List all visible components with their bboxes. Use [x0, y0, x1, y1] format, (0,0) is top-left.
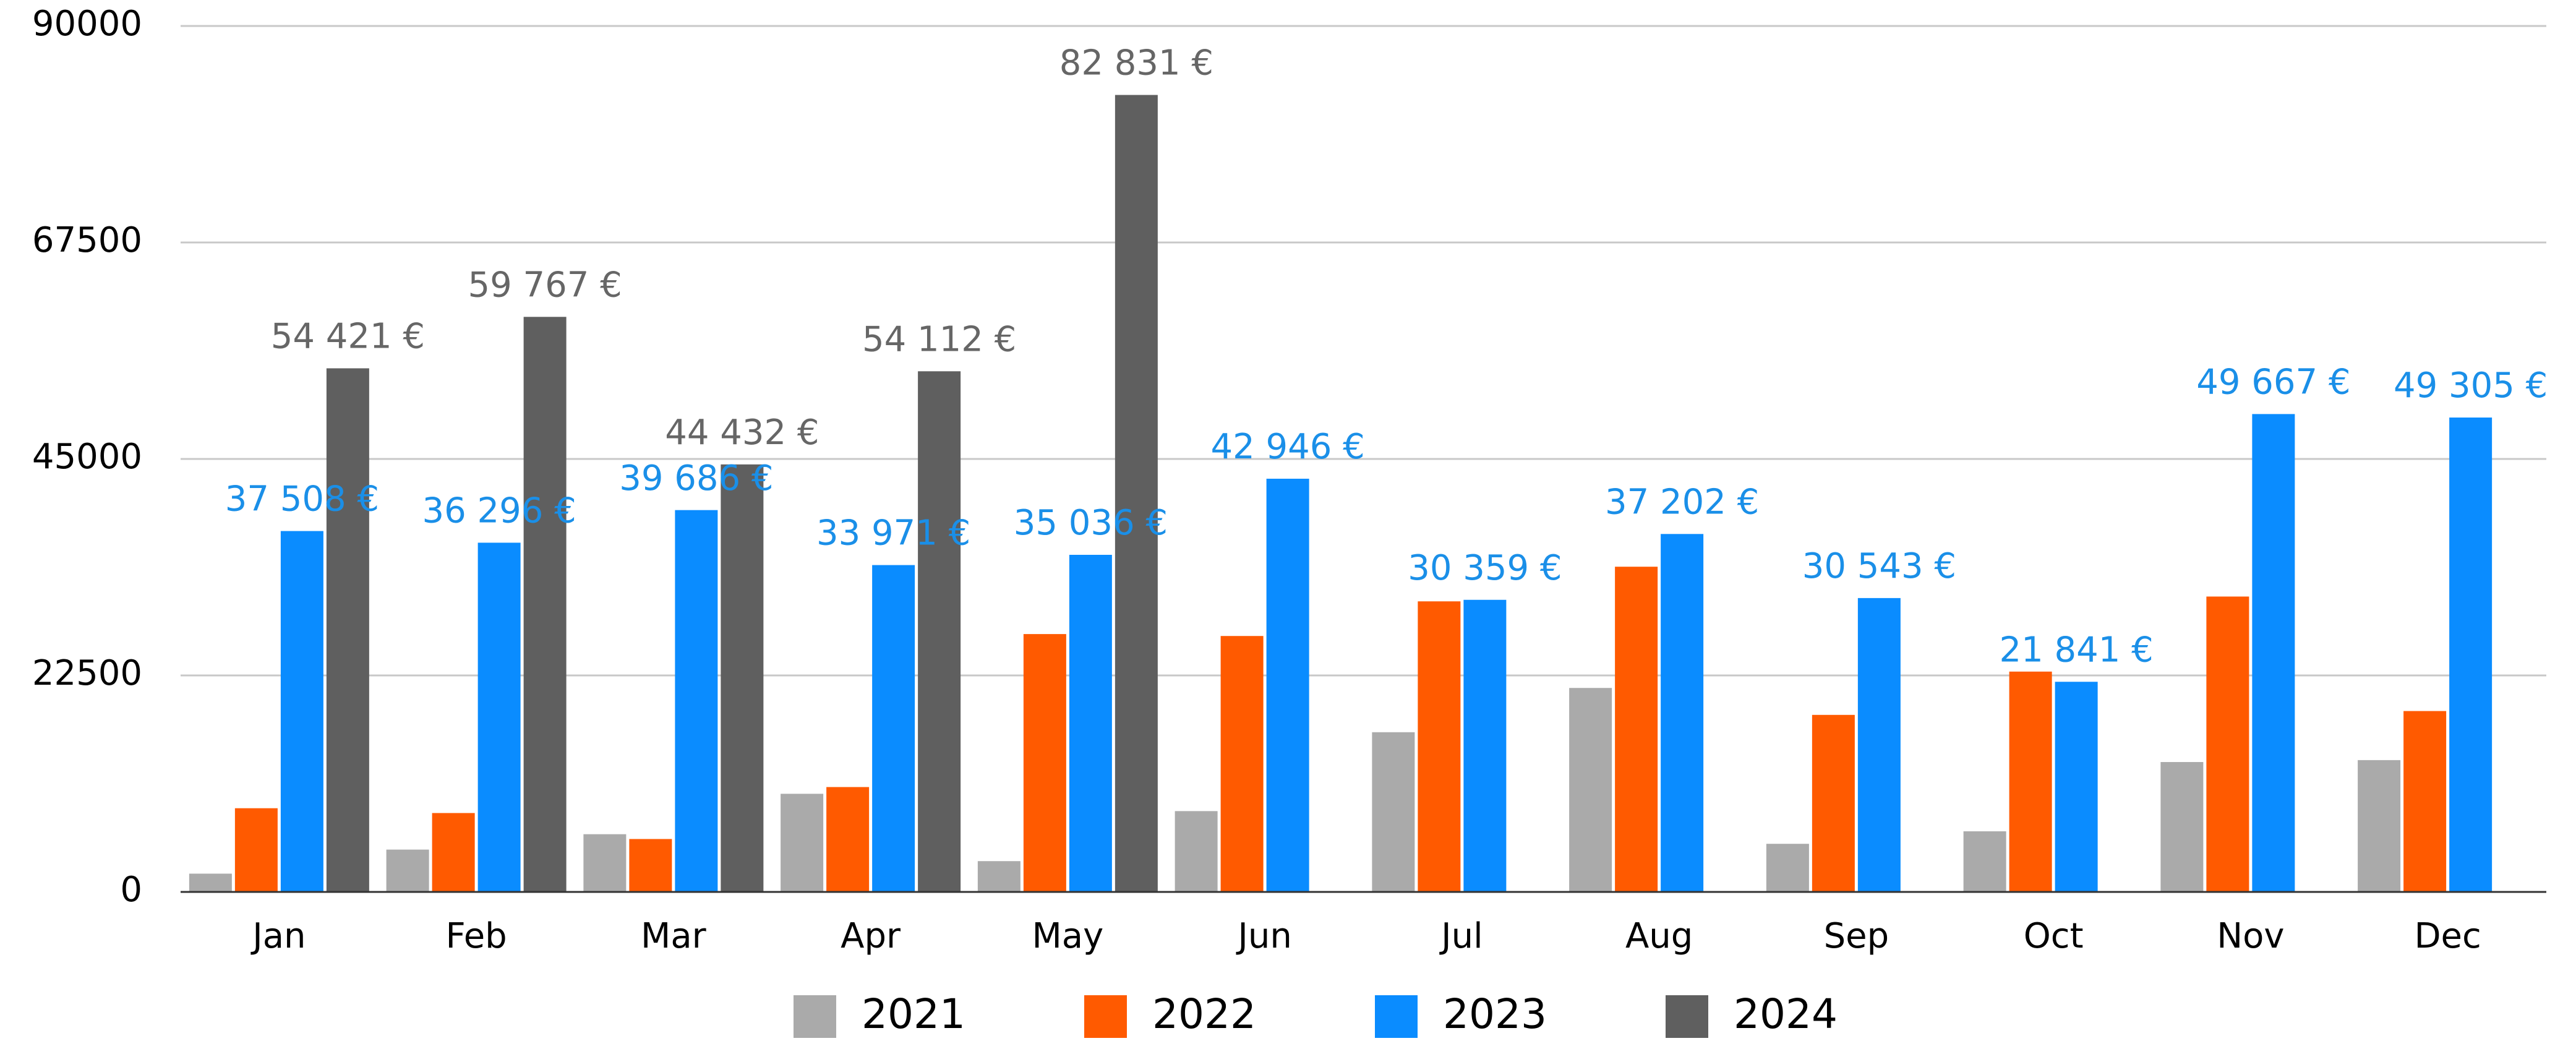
bar	[2449, 418, 2493, 892]
value-label: 37 508 €	[225, 479, 379, 520]
bar	[1463, 599, 1507, 892]
value-label: 54 421 €	[271, 317, 425, 357]
x-tick-label: Apr	[841, 916, 901, 956]
bar	[234, 808, 278, 892]
bar	[523, 317, 567, 892]
bar	[189, 873, 232, 892]
value-label: 37 202 €	[1605, 482, 1759, 522]
value-label: 39 686 €	[619, 458, 773, 499]
bar	[2358, 760, 2401, 892]
x-tick-label: Sep	[1824, 916, 1889, 956]
bar	[1857, 598, 1901, 892]
bar	[977, 861, 1021, 892]
bar	[2055, 682, 2098, 892]
y-tick-label: 45000	[32, 437, 142, 477]
bar	[2403, 711, 2447, 892]
bar	[1372, 732, 1415, 892]
x-tick-label: Dec	[2414, 916, 2481, 956]
bar	[2009, 671, 2052, 892]
bar	[1661, 534, 1704, 892]
legend-label: 2021	[862, 990, 965, 1038]
bar	[1069, 554, 1112, 892]
bar	[629, 839, 672, 892]
bar	[477, 542, 521, 892]
value-label: 30 359 €	[1408, 548, 1562, 588]
value-label: 33 971 €	[816, 513, 970, 554]
bar	[2252, 414, 2295, 892]
bar	[1812, 714, 1855, 892]
legend-label: 2024	[1734, 990, 1838, 1038]
legend-swatch	[794, 995, 836, 1038]
bar	[2206, 596, 2249, 892]
value-label: 49 667 €	[2196, 362, 2350, 403]
bar	[781, 794, 824, 892]
x-tick-label: Jan	[250, 916, 306, 956]
value-label: 82 831 €	[1059, 43, 1213, 84]
y-tick-label: 67500	[32, 220, 142, 260]
x-tick-label: Nov	[2217, 916, 2284, 956]
bar	[918, 371, 961, 892]
bar	[432, 813, 475, 892]
value-label: 59 767 €	[468, 265, 622, 305]
legend-swatch	[1666, 995, 1708, 1038]
bar	[583, 834, 627, 892]
x-tick-label: Feb	[446, 916, 507, 956]
bar	[1220, 636, 1264, 892]
value-label: 21 841 €	[1999, 630, 2153, 670]
x-tick-label: Aug	[1625, 916, 1693, 956]
legend-label: 2023	[1443, 990, 1547, 1038]
bar	[721, 464, 764, 892]
legend-swatch	[1375, 995, 1418, 1038]
legend-swatch	[1084, 995, 1127, 1038]
bar	[1615, 567, 1658, 892]
bar	[826, 787, 870, 892]
bar	[1569, 688, 1612, 892]
bar	[675, 510, 718, 892]
bar	[1418, 601, 1461, 892]
value-label: 35 036 €	[1014, 503, 1168, 543]
legend-label: 2022	[1152, 990, 1256, 1038]
bar	[1023, 634, 1066, 892]
value-label: 42 946 €	[1210, 427, 1364, 467]
bar	[1766, 844, 1809, 892]
y-tick-label: 90000	[32, 4, 142, 44]
bar	[1963, 831, 2006, 892]
bar	[1115, 95, 1158, 892]
x-tick-label: Jul	[1439, 916, 1483, 956]
value-label: 36 296 €	[422, 491, 576, 531]
y-tick-label: 22500	[32, 653, 142, 693]
x-tick-label: Jun	[1236, 916, 1292, 956]
bar	[280, 531, 323, 892]
bar	[872, 565, 915, 892]
x-tick-label: Mar	[641, 916, 707, 956]
x-tick-label: May	[1032, 916, 1103, 956]
value-label: 49 305 €	[2394, 366, 2548, 406]
bar	[1175, 811, 1218, 892]
y-tick-label: 0	[120, 870, 142, 910]
bar	[326, 368, 369, 892]
value-label: 30 543 €	[1802, 546, 1956, 586]
value-label: 44 432 €	[665, 413, 819, 453]
value-label: 54 112 €	[862, 319, 1016, 359]
bar	[386, 849, 429, 892]
bar	[2160, 762, 2204, 892]
bar	[1266, 478, 1309, 892]
x-tick-label: Oct	[2024, 916, 2084, 956]
